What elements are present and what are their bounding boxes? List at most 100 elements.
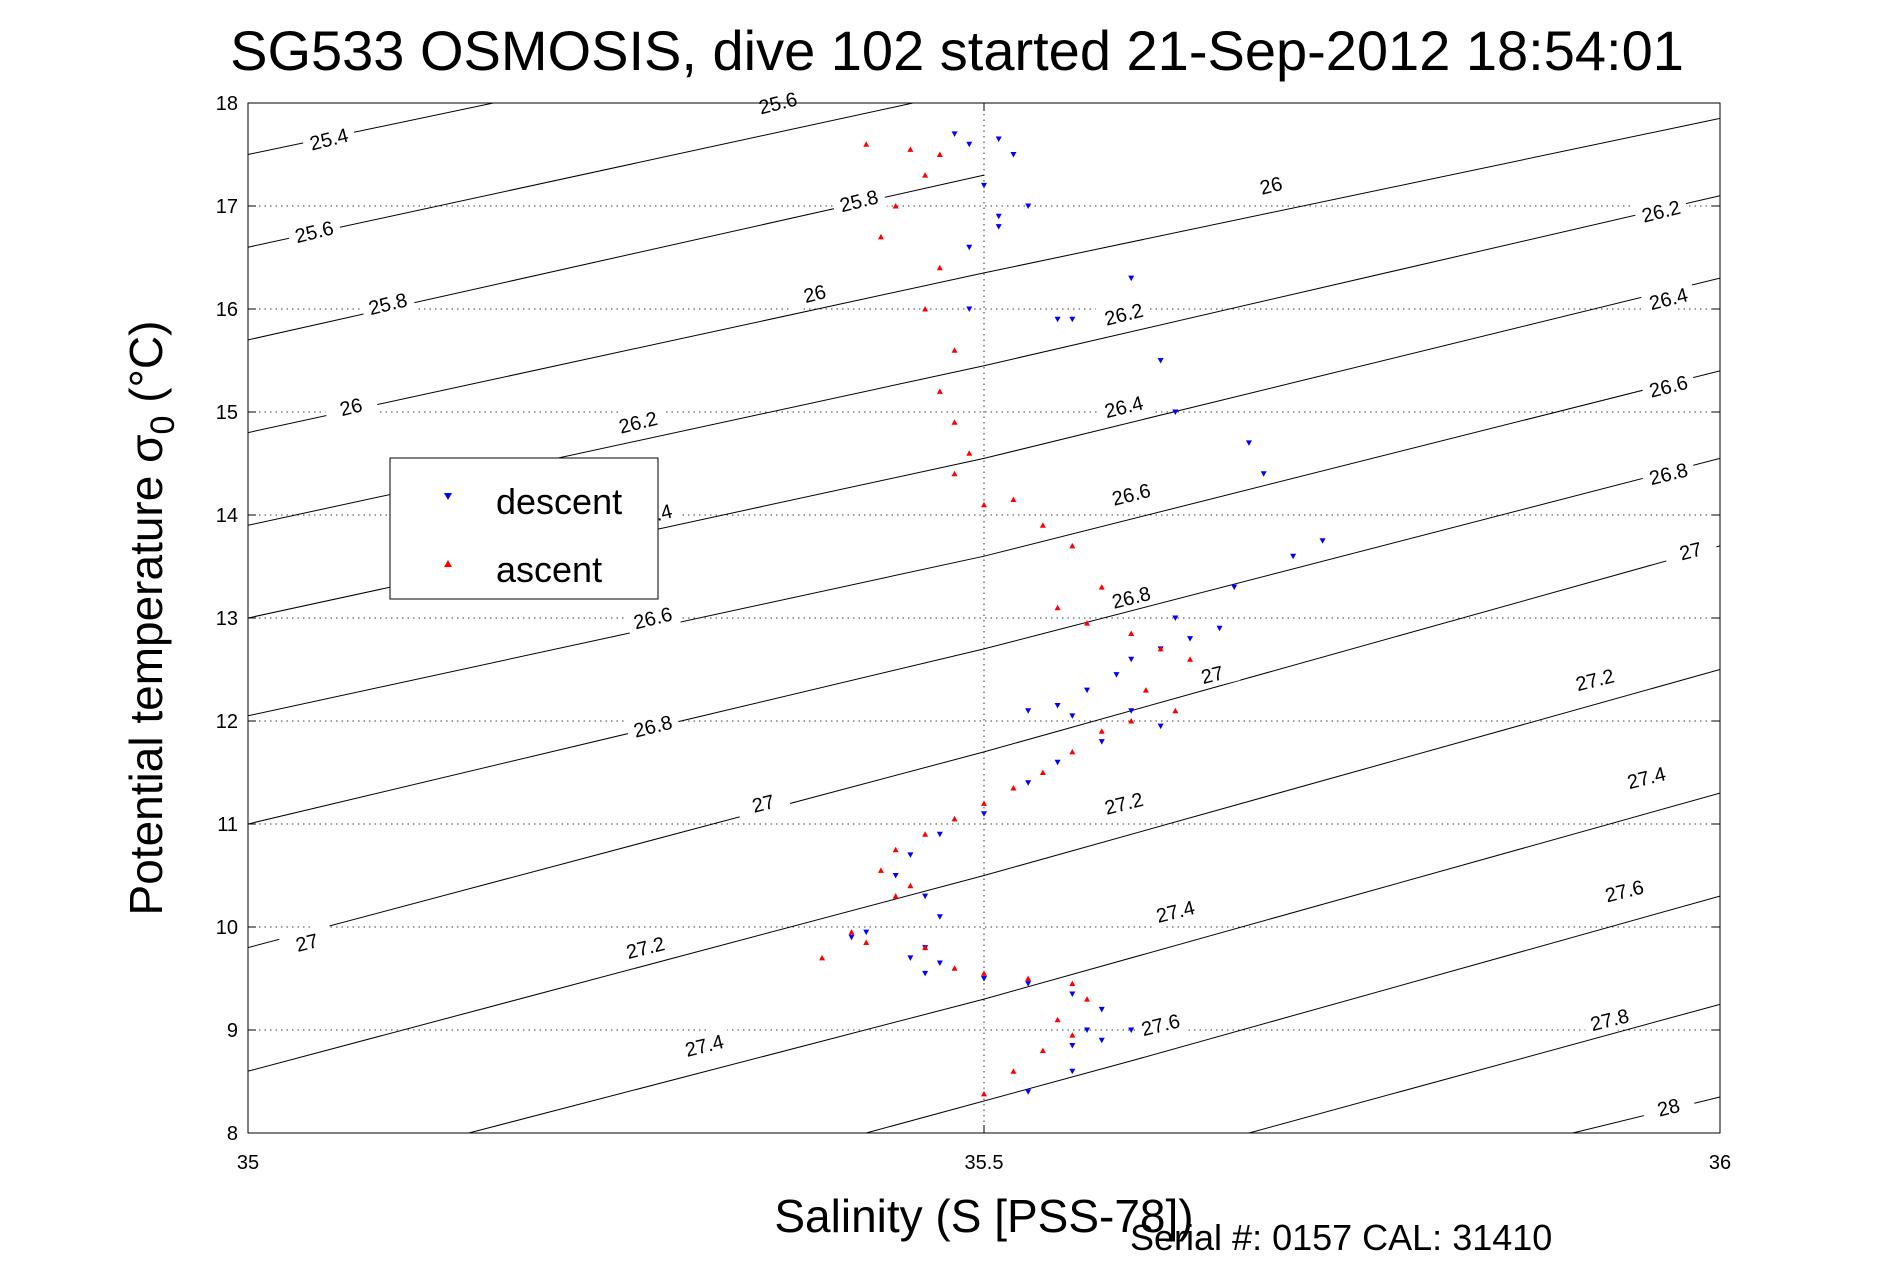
contour-label-text: 26 bbox=[1258, 173, 1285, 200]
legend-descent-label: descent bbox=[496, 481, 622, 522]
contour-label: 26.4 bbox=[1095, 386, 1152, 425]
y-tick-label: 13 bbox=[216, 608, 238, 630]
contour-label-mask bbox=[1639, 366, 1697, 405]
contour-label: 26 bbox=[786, 273, 843, 312]
descent-point bbox=[1010, 152, 1017, 158]
ascent-point bbox=[1069, 1032, 1076, 1038]
density-contour-line bbox=[248, 103, 916, 248]
descent-point bbox=[1157, 358, 1164, 364]
ascent-point bbox=[1010, 784, 1017, 791]
ascent-point bbox=[936, 151, 943, 157]
ascent-point bbox=[1128, 630, 1135, 636]
descent-point bbox=[1128, 656, 1135, 663]
contour-label-mask bbox=[1617, 757, 1675, 796]
ascent-point bbox=[1069, 542, 1076, 549]
chart-title: SG533 OSMOSIS, dive 102 started 21-Sep-2… bbox=[230, 19, 1684, 82]
x-axis-ticks: 35 35.5 36 bbox=[237, 103, 1731, 1174]
descent-point bbox=[936, 914, 943, 920]
ascent-point bbox=[966, 450, 973, 456]
contour-label: 25.8 bbox=[830, 181, 888, 219]
legend-box bbox=[389, 457, 659, 600]
descent-point bbox=[1172, 615, 1179, 621]
descent-point bbox=[1128, 275, 1135, 282]
ascent-point bbox=[1098, 584, 1105, 590]
contour-label: 26.8 bbox=[1102, 577, 1160, 616]
contour-label: 25.6 bbox=[285, 211, 343, 250]
legend-ascent-marker bbox=[444, 560, 452, 567]
contour-label: 27 bbox=[1183, 654, 1241, 693]
ascent-point bbox=[892, 846, 899, 853]
data-points bbox=[819, 131, 1326, 1097]
y-tick-label: 12 bbox=[216, 711, 238, 733]
ascent-point bbox=[1098, 728, 1105, 734]
ascent-point bbox=[1142, 687, 1149, 693]
contour-label-text: 26 bbox=[338, 394, 365, 421]
ascent-point bbox=[1128, 718, 1135, 724]
contour-label: 27.4 bbox=[1617, 757, 1675, 796]
density-contour-line bbox=[248, 103, 496, 155]
contour-label-mask bbox=[359, 283, 416, 322]
density-contour-line bbox=[248, 457, 1720, 825]
contour-label-mask bbox=[786, 273, 843, 312]
contour-label-mask bbox=[624, 598, 681, 636]
y-tick-label: 8 bbox=[227, 1123, 238, 1145]
descent-point bbox=[1216, 625, 1223, 632]
density-contour-line bbox=[248, 370, 1720, 717]
y-axis-label-sigma: σ bbox=[120, 434, 172, 462]
contour-label-mask bbox=[322, 386, 380, 425]
contour-label-mask bbox=[624, 706, 681, 745]
contour-label: 25.4 bbox=[300, 119, 358, 158]
y-tick-label: 15 bbox=[216, 402, 238, 424]
descent-point bbox=[1069, 713, 1076, 719]
y-tick-label: 14 bbox=[216, 505, 238, 527]
ascent-point bbox=[1054, 1016, 1061, 1023]
ascent-point bbox=[981, 501, 987, 508]
contour-label-mask bbox=[1242, 165, 1300, 204]
y-axis-label-unit: (°C) bbox=[120, 321, 172, 416]
ascent-point bbox=[1054, 604, 1061, 611]
contour-label-mask bbox=[675, 1025, 733, 1064]
contour-label-text: 27 bbox=[1677, 539, 1704, 566]
ascent-point bbox=[907, 146, 914, 152]
y-axis-label: Potential temperature σ0 (°C) bbox=[120, 321, 182, 916]
descent-point bbox=[892, 873, 899, 879]
contour-label-mask bbox=[749, 83, 807, 121]
density-contour-line bbox=[1248, 1003, 1720, 1133]
contour-label-mask bbox=[616, 927, 674, 966]
descent-point bbox=[936, 960, 943, 967]
descent-point bbox=[1084, 687, 1091, 694]
y-axis-label-subscript: 0 bbox=[144, 416, 182, 435]
contour-label-mask bbox=[734, 783, 792, 822]
ascent-point bbox=[877, 233, 884, 240]
contour-label: 26.2 bbox=[1095, 294, 1152, 333]
ascent-point bbox=[951, 419, 958, 425]
contour-label-text: 27 bbox=[294, 930, 321, 957]
ascent-point bbox=[1157, 645, 1164, 652]
contour-label: 27.2 bbox=[616, 927, 674, 966]
contour-label: 26.6 bbox=[1639, 366, 1697, 405]
contour-label-mask bbox=[830, 181, 888, 219]
contour-label: 25.6 bbox=[749, 83, 807, 121]
descent-point bbox=[1245, 440, 1252, 446]
contour-label: 27.6 bbox=[1595, 871, 1653, 909]
x-tick-label: 36 bbox=[1709, 1152, 1731, 1174]
ascent-point bbox=[863, 141, 870, 147]
ascent-point bbox=[892, 893, 899, 899]
contour-label: 27 bbox=[1661, 531, 1719, 569]
descent-point bbox=[1098, 739, 1105, 745]
descent-point bbox=[1025, 708, 1032, 714]
ascent-point bbox=[1069, 748, 1076, 755]
ascent-point bbox=[981, 1090, 987, 1097]
contour-label-text: 28 bbox=[1655, 1095, 1682, 1122]
contour-label: 27.4 bbox=[1146, 891, 1204, 930]
ascent-point bbox=[981, 800, 987, 806]
ascent-point bbox=[922, 944, 929, 951]
descent-point bbox=[1054, 316, 1061, 323]
descent-point bbox=[981, 976, 987, 982]
contour-label: 27.6 bbox=[1131, 1004, 1189, 1043]
density-contour-line bbox=[468, 792, 1720, 1133]
descent-point bbox=[1187, 636, 1194, 642]
y-tick-label: 18 bbox=[216, 93, 238, 115]
contour-label-mask bbox=[300, 119, 358, 158]
y-tick-label: 17 bbox=[216, 196, 238, 218]
